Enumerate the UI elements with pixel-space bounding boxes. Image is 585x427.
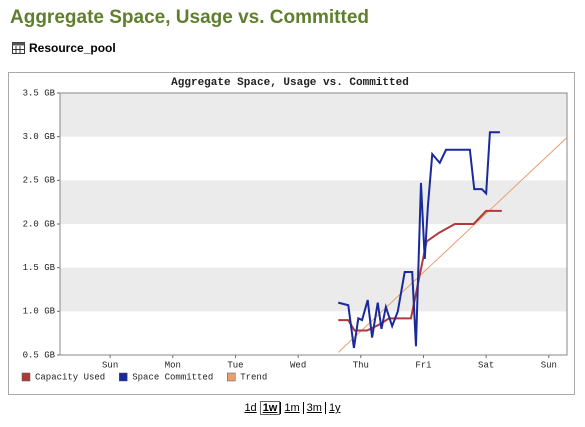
y-tick-label: 3.0 GB xyxy=(23,132,56,142)
x-tick-label: Mon xyxy=(165,360,181,370)
plot-border xyxy=(59,92,568,356)
resource-icon xyxy=(12,42,25,54)
legend-swatch xyxy=(21,372,31,382)
range-link[interactable]: 1y xyxy=(324,402,344,414)
x-tick-label: Wed xyxy=(290,360,306,370)
x-tick-label: Tue xyxy=(227,360,243,370)
page-heading: Aggregate Space, Usage vs. Committed xyxy=(10,7,369,28)
grid-band xyxy=(60,180,567,224)
y-tick-label: 1.5 GB xyxy=(23,263,56,273)
x-tick-label: Thu xyxy=(353,360,369,370)
x-tick-label: Fri xyxy=(415,360,431,370)
legend-swatch xyxy=(118,372,128,382)
range-links: 1d 1w 1m 3m 1y xyxy=(0,401,585,415)
x-tick-label: Sat xyxy=(478,360,494,370)
range-link[interactable]: 1m xyxy=(280,402,303,414)
series-line xyxy=(338,131,500,349)
range-link[interactable]: 1w xyxy=(259,401,281,415)
x-tick-label: Sun xyxy=(541,360,557,370)
x-tick-label: Sun xyxy=(102,360,118,370)
range-link[interactable]: 1d xyxy=(244,402,257,414)
y-tick-label: 2.5 GB xyxy=(23,176,56,186)
grid-band xyxy=(60,93,567,137)
y-tick-label: 0.5 GB xyxy=(23,350,56,360)
y-tick-label: 1.0 GB xyxy=(23,307,56,317)
chart-title: Aggregate Space, Usage vs. Committed xyxy=(171,77,409,89)
legend-label: Capacity Used xyxy=(35,372,105,382)
y-tick-label: 3.5 GB xyxy=(23,88,56,98)
legend-label: Space Committed xyxy=(132,372,213,382)
range-link[interactable]: 3m xyxy=(302,402,325,414)
chart: Aggregate Space, Usage vs. Committed 0.5… xyxy=(8,72,575,395)
resource-name: Resource_pool xyxy=(29,41,116,55)
resource: Resource_pool xyxy=(12,41,116,55)
grid-band xyxy=(60,267,567,312)
legend-label: Trend xyxy=(240,372,267,382)
y-tick-label: 2.0 GB xyxy=(23,219,56,229)
legend-swatch xyxy=(226,372,236,382)
